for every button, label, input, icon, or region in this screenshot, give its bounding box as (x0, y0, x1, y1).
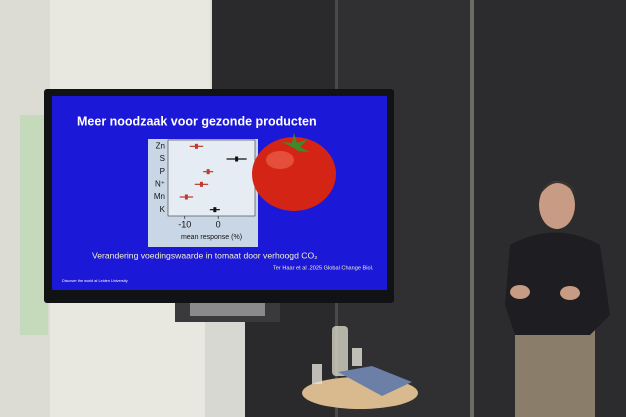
point (235, 156, 239, 162)
point (184, 194, 188, 200)
point (199, 181, 203, 187)
hand (560, 286, 580, 300)
laptop (338, 366, 412, 396)
point (206, 169, 210, 175)
glass (312, 364, 322, 384)
head (539, 181, 575, 229)
chart-frame (167, 139, 256, 217)
tomato-stem (282, 133, 310, 152)
caption: Verandering voedingswaarde in tomaat doo… (92, 250, 317, 260)
glass (352, 348, 362, 366)
y-tick-label: N⁺ (155, 179, 165, 188)
hair (540, 181, 576, 195)
point (194, 143, 198, 149)
green-reflection (20, 115, 48, 335)
x-tick-label: -10 (178, 219, 191, 229)
y-tick-label: K (160, 205, 166, 214)
hand (510, 285, 530, 299)
forest-plot: -10 0 mean response (%) Zn SP N⁺ Mn K (154, 141, 247, 241)
x-axis-label: mean response (%) (181, 234, 242, 241)
citation: Ter Haar et al .2025 Global Change Biol. (273, 265, 374, 271)
tomato-highlight (266, 151, 294, 169)
point (213, 207, 217, 213)
x-tick-label: 0 (216, 219, 221, 229)
keyboard (190, 302, 265, 316)
slide-title: Meer noodzaak voor gezonde producten (77, 114, 317, 128)
tomato (252, 137, 336, 211)
footer: Discover the world at Leiden University (62, 279, 128, 283)
trousers (515, 325, 595, 417)
panel-seam (470, 0, 474, 417)
carafe (332, 326, 348, 376)
y-tick-label: P (160, 167, 165, 176)
y-tick-label: Zn (156, 141, 165, 150)
y-tick-label: Mn (154, 192, 165, 201)
y-tick-label: S (160, 154, 165, 163)
shirt (505, 232, 610, 335)
